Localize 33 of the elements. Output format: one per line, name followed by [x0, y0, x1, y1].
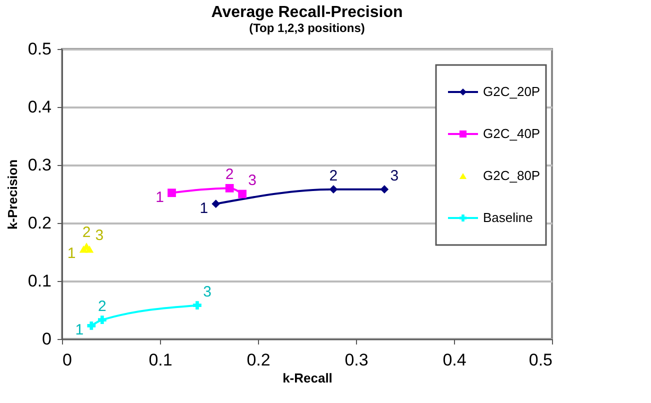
annotation: 2 — [329, 167, 338, 184]
chart-title: Average Recall-Precision — [211, 4, 403, 21]
x-tick-label: 0.4 — [442, 350, 466, 370]
x-tick-label: 0.1 — [148, 350, 172, 370]
annotation: 2 — [225, 166, 234, 184]
legend-label: G2C_80P — [483, 168, 540, 183]
annotation: 2 — [82, 224, 91, 242]
y-tick-label: 0 — [42, 330, 52, 348]
annotation: 1 — [200, 200, 208, 217]
point — [85, 245, 94, 253]
x-tick-label: 0.2 — [246, 350, 270, 370]
x-tick-label: 0.3 — [344, 350, 368, 370]
annotation: 3 — [203, 283, 212, 300]
annotation: 1 — [156, 188, 164, 206]
y-tick-label: 0.5 — [28, 40, 52, 58]
y-tick-label: 0.3 — [28, 156, 52, 174]
y-tick-label: 0.2 — [28, 214, 52, 232]
annotation: 3 — [95, 227, 104, 244]
x-axis-title: k-Recall — [282, 370, 332, 386]
y-tick-label: 0.1 — [28, 272, 52, 290]
legend-label: G2C_40P — [483, 126, 540, 141]
x-tick-label: 0 — [62, 350, 72, 370]
annotation: 3 — [248, 172, 256, 189]
chart-subtitle: (Top 1,2,3 positions) — [249, 21, 365, 35]
annotation: 3 — [390, 167, 399, 184]
x-tick-label: 0.5 — [528, 350, 552, 370]
legend-label: G2C_20P — [483, 84, 540, 99]
annotation: 1 — [67, 245, 76, 262]
y-axis-title: k-Precision — [4, 159, 20, 230]
y-tick-label: 0.4 — [28, 98, 52, 116]
annotation: 2 — [98, 298, 106, 315]
legend-label: Baseline — [483, 210, 533, 225]
annotation: 1 — [75, 322, 84, 339]
